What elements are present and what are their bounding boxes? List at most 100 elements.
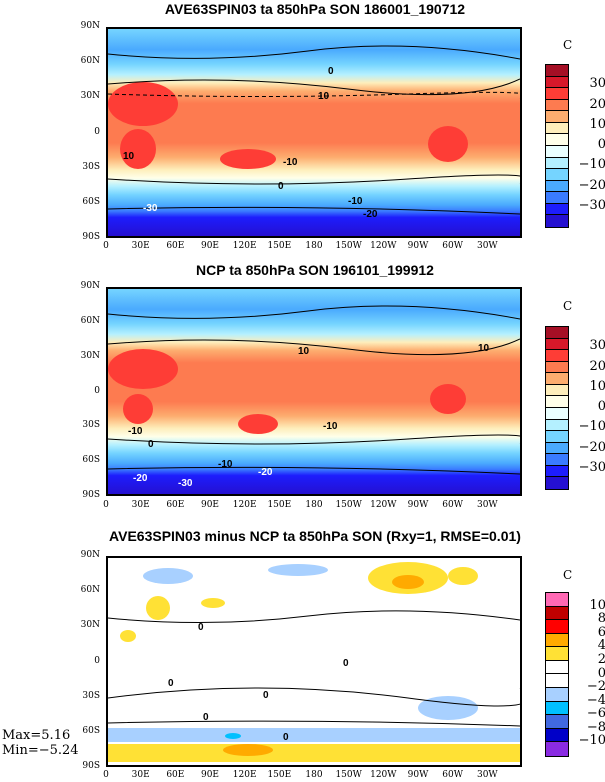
contour-label: -20 <box>133 473 148 484</box>
lon-tick-label: 60E <box>166 770 185 780</box>
colorbar-label: 0 <box>597 137 605 152</box>
colorbar-box <box>546 111 568 123</box>
lon-tick-label: 30E <box>131 770 150 780</box>
lon-tick-label: 120W <box>370 241 397 251</box>
panel3-unit: C <box>563 568 573 582</box>
lat-tick-label: 60S <box>82 196 100 207</box>
colorbar-box <box>546 477 568 489</box>
min-value: Min=−5.24 <box>2 743 79 758</box>
lat-tick-label: 30S <box>82 690 100 701</box>
lat-tick-label: 60N <box>80 56 100 67</box>
colorbar-box <box>546 76 568 89</box>
colorbar-label: 2 <box>597 651 605 667</box>
colorbar-box <box>546 361 568 374</box>
colorbar-box <box>546 688 568 702</box>
lat-tick-label: 30S <box>82 161 100 172</box>
contour-label: 0 <box>283 732 289 743</box>
lat-tick-label: 90N <box>80 550 100 560</box>
colorbar-box <box>546 338 568 351</box>
colorbar-box <box>546 350 568 362</box>
colorbar-box <box>546 327 568 339</box>
colorbar-box <box>546 122 568 135</box>
colorbar-label: −10 <box>578 733 605 749</box>
contour-label: 10 <box>123 151 135 162</box>
contour-label: 0 <box>278 181 284 192</box>
contour-label: -30 <box>178 478 193 489</box>
colorbar-label: 30 <box>589 76 605 92</box>
lon-tick-label: 150W <box>335 770 362 780</box>
colorbar-label: −4 <box>586 692 605 708</box>
colorbar-box <box>546 465 568 478</box>
lat-tick-label: 30N <box>80 350 100 361</box>
colorbar-box <box>546 180 568 193</box>
lon-tick-label: 120E <box>232 500 257 510</box>
colorbar-box <box>546 419 568 432</box>
lat-tick-label: 60S <box>82 725 100 736</box>
colorbar-box <box>546 620 568 634</box>
colorbar-label: 20 <box>589 96 605 112</box>
panel1-title: AVE63SPIN03 ta 850hPa SON 186001_190712 <box>164 1 466 17</box>
max-value: Max=5.16 <box>2 728 71 743</box>
colorbar-box <box>546 606 568 621</box>
colorbar-box <box>546 169 568 181</box>
lon-tick-label: 180 <box>305 500 323 510</box>
contour-label: 0 <box>168 678 174 689</box>
contour-label: 0 <box>198 622 204 633</box>
colorbar-label: 30 <box>589 338 605 354</box>
colorbar-label: −30 <box>578 197 605 213</box>
panel1-colorbar <box>545 64 569 228</box>
contour-label: -20 <box>363 209 378 220</box>
contour-label: -30 <box>143 203 158 214</box>
contour-label: 0 <box>263 690 269 701</box>
contour-label: 10 <box>478 343 490 354</box>
contour-label: 0 <box>203 712 209 723</box>
contour-label: 10 <box>298 346 310 357</box>
contour-label: -20 <box>258 467 273 478</box>
colorbar-box <box>546 431 568 443</box>
panel1-map: 10 0 10 -10 0 -10 -30 -20 <box>106 27 522 238</box>
lon-tick-label: 0 <box>103 241 109 251</box>
colorbar-box <box>546 454 568 466</box>
lat-tick-label: 60N <box>80 315 100 326</box>
colorbar-box <box>546 407 568 420</box>
lat-tick-label: 90S <box>82 232 100 242</box>
lon-tick-label: 60W <box>442 770 463 780</box>
lon-tick-label: 90E <box>200 241 220 251</box>
lon-tick-label: 60E <box>166 241 185 251</box>
lat-tick-label: 60S <box>82 455 100 466</box>
colorbar-label: 20 <box>589 358 605 374</box>
contour-label: -10 <box>128 426 143 437</box>
lat-tick-label: 30N <box>80 620 100 631</box>
lon-tick-label: 60W <box>442 241 463 251</box>
lon-tick-label: 90W <box>407 770 429 780</box>
colorbar-box <box>546 728 568 743</box>
colorbar-label: −8 <box>586 719 605 735</box>
lat-tick-label: 90S <box>82 490 100 500</box>
lon-tick-label: 90E <box>200 770 220 780</box>
colorbar-label: −10 <box>578 157 605 173</box>
colorbar-label: 8 <box>597 611 605 627</box>
lon-tick-label: 150E <box>267 241 292 251</box>
colorbar-box <box>546 660 568 675</box>
colorbar-box <box>546 373 568 385</box>
panel2-map: 10 10 -10 -10 0 -10 -20 -30 -20 <box>106 287 522 496</box>
panel1-unit: C <box>563 38 573 52</box>
lon-tick-label: 0 <box>103 500 109 510</box>
lon-tick-label: 30E <box>131 241 150 251</box>
contour-label: -10 <box>323 421 338 432</box>
lon-tick-label: 120E <box>232 770 257 780</box>
lon-tick-label: 150W <box>335 500 362 510</box>
colorbar-box <box>546 192 568 204</box>
lon-tick-label: 120W <box>370 770 397 780</box>
panel2-unit: C <box>563 299 573 313</box>
colorbar-box <box>546 593 568 607</box>
lon-tick-label: 30W <box>476 500 498 510</box>
colorbar-box <box>546 157 568 170</box>
lat-tick-label: 0 <box>94 385 100 396</box>
lon-tick-label: 60W <box>442 500 463 510</box>
colorbar-box <box>546 701 568 716</box>
contour-label: -10 <box>218 459 233 470</box>
contour-label: 10 <box>318 91 330 102</box>
colorbar-box <box>546 88 568 100</box>
lat-tick-label: 90N <box>80 281 100 291</box>
